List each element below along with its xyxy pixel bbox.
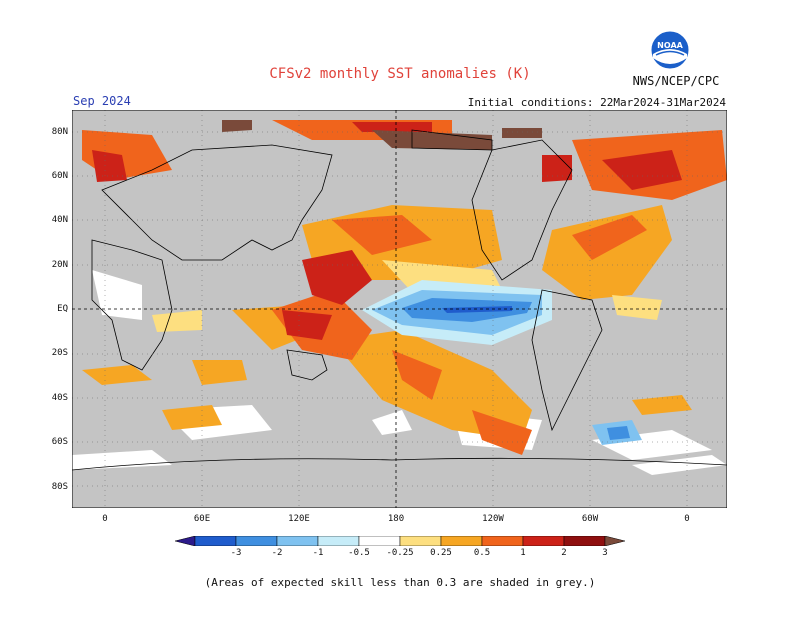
warm-anomaly-darkred	[92, 122, 682, 340]
colorbar-tick-label: -0.25	[386, 548, 414, 558]
lat-label: 20N	[51, 260, 68, 270]
lat-label: 40N	[51, 215, 68, 225]
colorbar-tick-label: 1	[520, 548, 526, 558]
lat-label: 60N	[51, 171, 68, 181]
colorbar-cell	[563, 536, 606, 546]
colorbar-cell	[317, 536, 360, 546]
colorbar-tick-label: -0.5	[348, 548, 370, 558]
colorbar-cell	[194, 536, 237, 546]
colorbar-tick-label: 0.5	[473, 548, 491, 558]
lat-label: 20S	[51, 348, 68, 358]
credit-label: NWS/NCEP/CPC	[632, 74, 720, 88]
equator-dateline	[72, 110, 727, 508]
lon-label: 0	[684, 514, 690, 524]
lon-label: 60E	[193, 514, 211, 524]
colorbar-cell	[440, 536, 483, 546]
lon-label: 180	[387, 514, 405, 524]
lon-label: 120E	[288, 514, 310, 524]
colorbar-tick-label: 3	[602, 548, 608, 558]
sst-anomaly-map	[72, 110, 727, 508]
valid-month-label: Sep 2024	[73, 94, 131, 108]
colorbar-tick-label: -2	[271, 548, 283, 558]
lat-label: EQ	[57, 304, 68, 314]
lat-label: 80S	[51, 482, 68, 492]
lon-label: 60W	[581, 514, 599, 524]
noaa-logo: NOAA	[650, 30, 690, 70]
warm-anomaly-brown	[222, 120, 542, 150]
colorbar-tick-label: 2	[561, 548, 567, 558]
colorbar	[175, 536, 625, 546]
graticule	[72, 110, 727, 508]
colorbar-tick-label: -1	[312, 548, 324, 558]
colorbar-cell	[399, 536, 442, 546]
colorbar-cell	[604, 536, 625, 546]
colorbar-cell	[235, 536, 278, 546]
colorbar-cell	[522, 536, 565, 546]
warm-anomaly-yellow	[152, 260, 662, 332]
lon-label: 0	[102, 514, 108, 524]
colorbar-cell	[276, 536, 319, 546]
page-title: CFSv2 monthly SST anomalies (K)	[269, 66, 531, 82]
footnote: (Areas of expected skill less than 0.3 a…	[204, 576, 596, 589]
lat-label: 80N	[51, 127, 68, 137]
cold-anomaly	[362, 280, 642, 445]
initial-conditions-label: Initial conditions: 22Mar2024-31Mar2024	[467, 96, 726, 109]
logo-text: NOAA	[657, 41, 683, 50]
coastlines	[72, 129, 727, 471]
colorbar-tick-label: 0.25	[430, 548, 452, 558]
lat-label: 40S	[51, 393, 68, 403]
colorbar-cell	[358, 536, 401, 546]
colorbar-cell	[481, 536, 524, 546]
lon-label: 120W	[482, 514, 504, 524]
lat-label: 60S	[51, 437, 68, 447]
colorbar-tick-label: -3	[230, 548, 242, 558]
colorbar-cell	[175, 536, 196, 546]
